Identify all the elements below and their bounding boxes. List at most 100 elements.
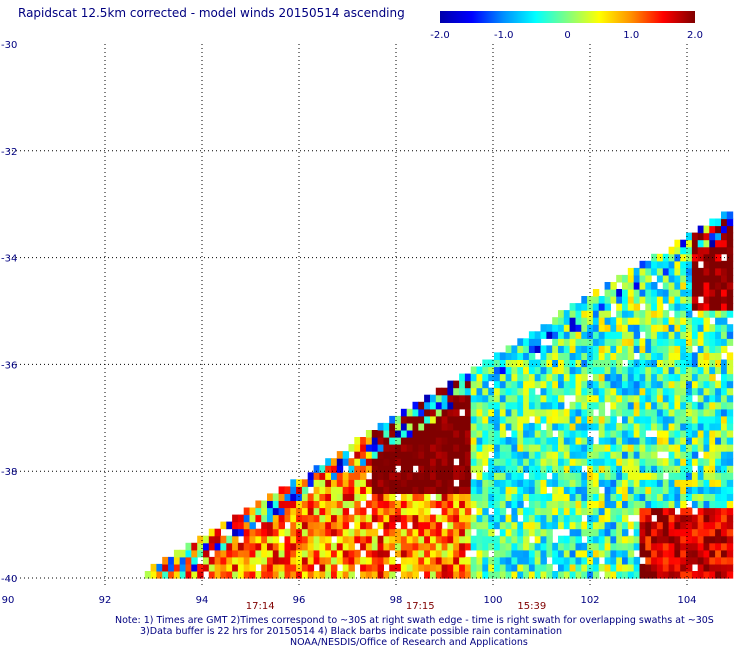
heatmap-cell <box>494 514 501 523</box>
heatmap-cell <box>709 218 716 227</box>
heatmap-cell <box>499 563 507 572</box>
heatmap-cell <box>191 556 198 565</box>
heatmap-cell <box>686 444 693 452</box>
heatmap-cell <box>255 571 262 579</box>
heatmap-cell <box>569 521 576 530</box>
heatmap-cell <box>354 465 361 473</box>
heatmap-cell <box>162 556 169 565</box>
heatmap-cell <box>400 556 408 565</box>
time-label: 17:14 <box>246 601 275 610</box>
heatmap-cell <box>569 542 576 551</box>
heatmap-cell <box>534 444 542 452</box>
heatmap-cell <box>691 493 699 501</box>
heatmap-cell <box>558 556 565 565</box>
heatmap-cell <box>645 451 652 459</box>
heatmap-cell <box>639 437 646 445</box>
heatmap-cell <box>424 486 431 494</box>
heatmap-cell <box>418 493 425 501</box>
heatmap-cell <box>651 528 658 537</box>
heatmap-cell <box>622 401 629 410</box>
heatmap-cell <box>272 549 280 558</box>
heatmap-cell <box>476 563 483 572</box>
heatmap-cell <box>598 563 606 572</box>
heatmap-cell <box>173 549 181 558</box>
heatmap-cell <box>651 451 658 459</box>
y-tick-label: -30 <box>1 40 17 51</box>
heatmap-cell <box>569 486 576 494</box>
heatmap-cell <box>709 521 716 530</box>
heatmap-cell <box>686 246 693 255</box>
heatmap-cell <box>581 542 588 551</box>
heatmap-cell <box>604 415 611 424</box>
heatmap-cell <box>662 507 670 516</box>
heatmap-cell <box>715 458 722 466</box>
heatmap-cell <box>627 366 635 375</box>
heatmap-cell <box>592 359 600 368</box>
heatmap-cell <box>627 303 635 311</box>
heatmap-cell <box>377 422 384 431</box>
heatmap-cell <box>528 486 536 494</box>
heatmap-cell <box>651 373 658 382</box>
heatmap-cell <box>325 549 332 558</box>
heatmap-cell <box>656 408 664 417</box>
heatmap-cell <box>662 486 670 494</box>
heatmap-cell <box>703 366 710 375</box>
heatmap-cell <box>528 451 536 459</box>
heatmap-cell <box>592 556 600 565</box>
heatmap-cell <box>575 359 582 368</box>
heatmap-cell <box>627 549 635 558</box>
heatmap-cell <box>424 535 431 544</box>
heatmap-cell <box>540 366 547 375</box>
heatmap-cell <box>342 479 350 487</box>
heatmap-cell <box>383 430 390 438</box>
heatmap-cell <box>464 571 472 579</box>
heatmap-cell <box>697 507 705 516</box>
heatmap-cell <box>464 380 472 389</box>
heatmap-cell <box>686 479 693 487</box>
heatmap-cell <box>400 437 408 445</box>
heatmap-cell <box>511 542 518 551</box>
heatmap-cell <box>476 493 483 501</box>
heatmap-cell <box>459 507 466 516</box>
heatmap-cell <box>575 373 582 382</box>
colorbar-tick-label: 1.0 <box>623 30 640 41</box>
heatmap-cell <box>622 556 629 565</box>
heatmap-cell <box>430 401 437 410</box>
heatmap-cell <box>191 549 198 558</box>
heatmap-cell <box>197 535 204 544</box>
heatmap-cell <box>656 401 664 410</box>
heatmap-cell <box>447 444 454 452</box>
heatmap-cell <box>662 324 670 332</box>
heatmap-cell <box>639 472 646 480</box>
heatmap-cell <box>342 535 350 544</box>
heatmap-cell <box>715 218 722 227</box>
heatmap-cell <box>296 507 303 516</box>
heatmap-cell <box>371 563 379 572</box>
heatmap-cell <box>633 282 641 290</box>
heatmap-cell <box>592 486 600 494</box>
heatmap-cell <box>569 352 576 360</box>
heatmap-cell <box>523 521 530 530</box>
heatmap-cell <box>255 507 262 516</box>
heatmap-cell <box>505 366 512 375</box>
heatmap-cell <box>179 556 187 565</box>
heatmap-cell <box>517 338 524 346</box>
heatmap-cell <box>569 451 576 459</box>
heatmap-cell <box>726 571 734 579</box>
heatmap-cell <box>534 486 542 494</box>
heatmap-cell <box>208 556 216 565</box>
heatmap-cell <box>680 437 687 445</box>
heatmap-cell <box>674 352 681 360</box>
heatmap-cell <box>639 345 646 353</box>
heatmap-cell <box>656 324 664 332</box>
heatmap-cell <box>662 401 670 410</box>
heatmap-cell <box>581 549 588 558</box>
heatmap-cell <box>569 415 576 424</box>
heatmap-cell <box>715 415 722 424</box>
heatmap-cell <box>662 500 670 509</box>
heatmap-cell <box>674 430 681 438</box>
heatmap-cell <box>581 486 588 494</box>
heatmap-cell <box>662 535 670 544</box>
heatmap-cell <box>435 387 443 396</box>
heatmap-cell <box>412 556 419 565</box>
